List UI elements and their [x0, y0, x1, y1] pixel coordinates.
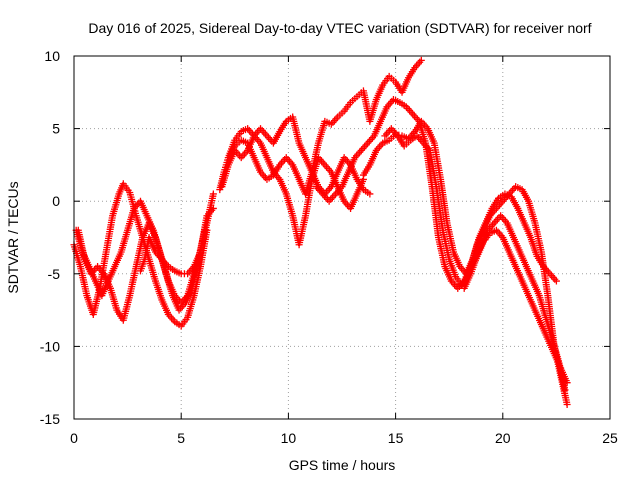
data-point: [563, 400, 571, 408]
series-track-1: [70, 180, 211, 330]
data-point: [209, 204, 217, 212]
x-tick-label: 20: [495, 430, 511, 446]
data-point: [561, 386, 569, 394]
y-tick-label: 0: [52, 193, 60, 209]
series-track-9: [359, 117, 560, 285]
data-point: [209, 190, 217, 198]
series-track-7: [224, 56, 425, 198]
plot-frame: [73, 55, 611, 420]
y-tick-label: -10: [40, 338, 60, 354]
y-tick-label: -5: [48, 266, 61, 282]
data-point: [417, 56, 425, 64]
axis-ticks: 0 5 10 15 20 25 -15 -10 -5 0 5 10: [40, 48, 618, 446]
data-point: [366, 190, 374, 198]
data-marks: [70, 56, 571, 408]
x-tick-label: 10: [281, 430, 297, 446]
x-tick-label: 25: [602, 430, 618, 446]
series-track-6: [218, 113, 374, 198]
x-axis-label: GPS time / hours: [289, 457, 396, 473]
data-point: [563, 379, 571, 387]
series-track-8: [312, 96, 571, 408]
x-tick-label: 5: [177, 430, 185, 446]
y-tick-label: 10: [44, 48, 60, 64]
data-point: [552, 277, 560, 285]
chart-title: Day 016 of 2025, Sidereal Day-to-day VTE…: [88, 20, 591, 36]
y-axis-label: SDTVAR / TECUs: [5, 181, 21, 293]
x-tick-label: 0: [70, 430, 78, 446]
x-tick-label: 15: [388, 430, 404, 446]
y-tick-label: 5: [52, 121, 60, 137]
series-track-4: [136, 204, 217, 278]
y-tick-label: -15: [40, 411, 60, 427]
series-track-11: [460, 226, 571, 387]
